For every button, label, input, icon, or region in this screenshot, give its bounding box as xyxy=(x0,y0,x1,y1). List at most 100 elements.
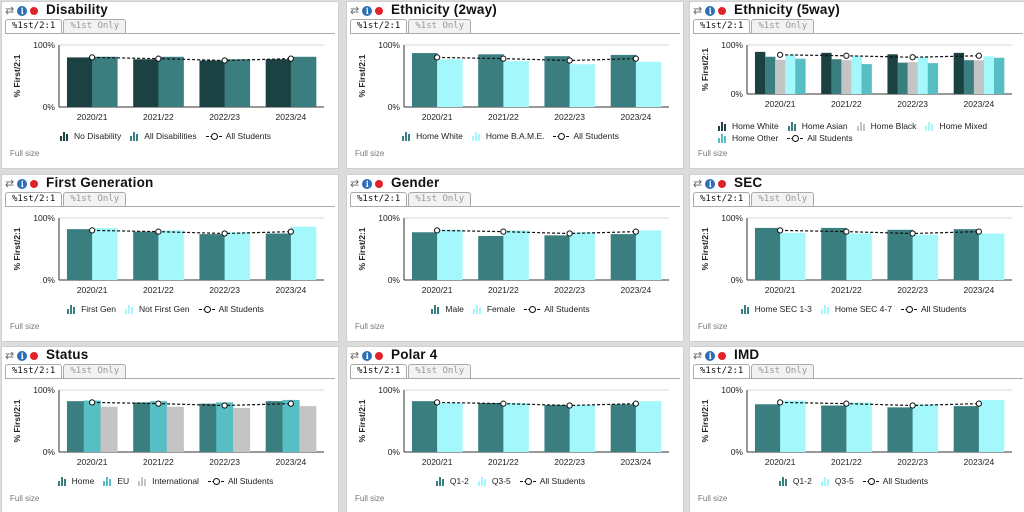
full-size-link[interactable]: Full size xyxy=(10,322,40,331)
bar[interactable] xyxy=(544,235,570,280)
bar[interactable] xyxy=(765,56,776,94)
legend-item[interactable]: Not First Gen xyxy=(125,304,190,314)
legend-item[interactable]: All Students xyxy=(519,476,585,486)
bar[interactable] xyxy=(610,54,637,107)
legend-item[interactable]: Home Other xyxy=(718,133,778,143)
tab-first-only[interactable]: %1st Only xyxy=(751,19,815,33)
line-point[interactable] xyxy=(566,57,573,64)
bar[interactable] xyxy=(224,232,251,280)
bar[interactable] xyxy=(503,403,529,452)
line-point[interactable] xyxy=(632,400,639,407)
line-point[interactable] xyxy=(155,400,162,407)
bar[interactable] xyxy=(158,56,184,107)
tab-first-only[interactable]: %1st Only xyxy=(751,192,815,206)
bar[interactable] xyxy=(411,232,438,280)
bar[interactable] xyxy=(437,403,463,452)
bar[interactable] xyxy=(233,407,251,452)
bar[interactable] xyxy=(437,229,463,280)
line-point[interactable] xyxy=(909,54,916,61)
line-point[interactable] xyxy=(500,228,507,235)
bar[interactable] xyxy=(133,231,159,280)
legend-item[interactable]: Home xyxy=(57,476,94,486)
bar[interactable] xyxy=(133,59,159,107)
bar[interactable] xyxy=(785,54,796,94)
status-dot-icon[interactable] xyxy=(718,179,727,188)
bar[interactable] xyxy=(166,406,184,452)
bar[interactable] xyxy=(478,235,504,280)
tab-first-only[interactable]: %1st Only xyxy=(63,192,127,206)
tab-first-only[interactable]: %1st Only xyxy=(63,364,127,378)
legend-item[interactable]: Male xyxy=(431,304,464,314)
status-dot-icon[interactable] xyxy=(30,351,39,360)
info-icon[interactable]: i xyxy=(705,178,716,189)
line-point[interactable] xyxy=(221,230,228,237)
line-point[interactable] xyxy=(777,227,784,234)
info-icon[interactable]: i xyxy=(705,350,716,361)
bar[interactable] xyxy=(199,403,217,452)
line-point[interactable] xyxy=(434,54,441,61)
line-point[interactable] xyxy=(909,402,916,409)
full-size-link[interactable]: Full size xyxy=(10,494,40,503)
line-point[interactable] xyxy=(500,55,507,62)
full-size-link[interactable]: Full size xyxy=(10,149,40,158)
tab-first-only[interactable]: %1st Only xyxy=(408,192,472,206)
info-icon[interactable]: i xyxy=(17,5,28,16)
bar[interactable] xyxy=(290,226,317,280)
legend-item[interactable]: Home Mixed xyxy=(925,121,987,131)
info-icon[interactable]: i xyxy=(17,350,28,361)
bar[interactable] xyxy=(635,61,662,107)
bar[interactable] xyxy=(158,230,184,280)
bar[interactable] xyxy=(795,58,806,94)
full-size-link[interactable]: Full size xyxy=(698,322,728,331)
refresh-icon[interactable]: ⇄ xyxy=(693,349,703,362)
bar[interactable] xyxy=(897,62,908,94)
info-icon[interactable]: i xyxy=(362,5,373,16)
bar[interactable] xyxy=(478,403,504,452)
bar[interactable] xyxy=(821,405,847,453)
line-point[interactable] xyxy=(434,227,441,234)
bar[interactable] xyxy=(265,59,292,107)
bar[interactable] xyxy=(754,404,781,452)
legend-item[interactable]: Home Asian xyxy=(787,121,848,131)
legend-item[interactable]: International xyxy=(138,476,199,486)
refresh-icon[interactable]: ⇄ xyxy=(693,177,703,190)
tab-first-or-21[interactable]: %1st/2:1 xyxy=(693,364,751,378)
line-point[interactable] xyxy=(777,51,784,58)
refresh-icon[interactable]: ⇄ xyxy=(350,177,360,190)
bar[interactable] xyxy=(411,53,438,107)
line-point[interactable] xyxy=(500,400,507,407)
bar[interactable] xyxy=(478,54,504,107)
tab-first-or-21[interactable]: %1st/2:1 xyxy=(350,192,408,206)
full-size-link[interactable]: Full size xyxy=(698,494,728,503)
line-point[interactable] xyxy=(566,402,573,409)
bar[interactable] xyxy=(92,56,118,107)
line-point[interactable] xyxy=(287,400,294,407)
bar[interactable] xyxy=(544,56,570,107)
bar[interactable] xyxy=(83,400,101,452)
line-point[interactable] xyxy=(287,55,294,62)
status-dot-icon[interactable] xyxy=(718,6,727,15)
tab-first-only[interactable]: %1st Only xyxy=(408,364,472,378)
bar[interactable] xyxy=(993,57,1005,94)
legend-item[interactable]: No Disability xyxy=(59,131,121,141)
legend-item[interactable]: Q1-2 xyxy=(435,476,469,486)
bar[interactable] xyxy=(953,406,980,452)
refresh-icon[interactable]: ⇄ xyxy=(5,177,15,190)
bar[interactable] xyxy=(912,234,939,280)
line-point[interactable] xyxy=(632,55,639,62)
tab-first-or-21[interactable]: %1st/2:1 xyxy=(5,192,63,206)
line-point[interactable] xyxy=(843,52,850,59)
legend-item[interactable]: All Students xyxy=(207,476,273,486)
bar[interactable] xyxy=(821,52,832,94)
bar[interactable] xyxy=(953,229,980,280)
tab-first-or-21[interactable]: %1st/2:1 xyxy=(5,364,63,378)
bar[interactable] xyxy=(199,60,225,108)
bar[interactable] xyxy=(973,60,985,94)
bar[interactable] xyxy=(569,404,596,452)
bar[interactable] xyxy=(133,402,151,452)
line-point[interactable] xyxy=(89,399,96,406)
bar[interactable] xyxy=(282,399,300,452)
bar[interactable] xyxy=(754,227,781,280)
full-size-link[interactable]: Full size xyxy=(355,149,385,158)
legend-item[interactable]: First Gen xyxy=(67,304,116,314)
